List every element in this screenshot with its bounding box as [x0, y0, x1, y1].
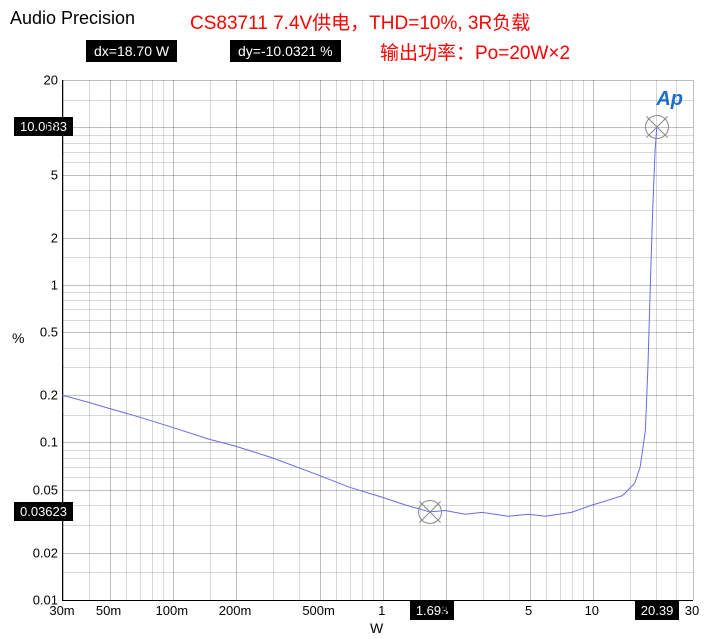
x-axis-label: W [370, 620, 383, 636]
x-tick-label: 30 [685, 603, 699, 618]
chart-plot-area [62, 80, 693, 601]
grid-line-v [173, 80, 174, 600]
y-tick-label: 2 [51, 230, 58, 245]
y-marker-2: 0.03623 [14, 502, 73, 521]
grid-line-h [63, 332, 693, 333]
dx-info-box: dx=18.70 W [86, 40, 177, 62]
grid-line-h [63, 600, 693, 601]
y-axis-label: % [12, 330, 24, 346]
grid-line-h [63, 442, 693, 443]
y-tick-label: 20 [44, 73, 58, 88]
grid-line-h [63, 127, 693, 128]
x-tick-label: 500m [302, 603, 335, 618]
grid-line-v [693, 80, 694, 600]
y-tick-label: 0.1 [40, 435, 58, 450]
y-tick-label: 1 [51, 277, 58, 292]
chart-container: { "header": { "brand": "Audio Precision"… [0, 0, 718, 639]
x-tick-label: 50m [96, 603, 121, 618]
grid-line-v [593, 80, 594, 600]
grid-line-v [236, 80, 237, 600]
grid-line-h [63, 238, 693, 239]
grid-line-h [63, 553, 693, 554]
x-marker-2: 20.39 [635, 601, 680, 620]
y-tick-label: 10 [44, 120, 58, 135]
ap-logo: Ap [656, 88, 683, 111]
y-tick-label: 0.5 [40, 325, 58, 340]
y-tick-label: 5 [51, 167, 58, 182]
x-tick-label: 30m [49, 603, 74, 618]
x-tick-label: 1 [378, 603, 385, 618]
grid-line-h [63, 490, 693, 491]
grid-line-v [530, 80, 531, 600]
grid-line-h [63, 175, 693, 176]
grid-line-h [63, 80, 693, 81]
x-tick-label: 2 [441, 603, 448, 618]
grid-line-v [63, 80, 64, 600]
grid-line-v [320, 80, 321, 600]
dy-info-box: dy=-10.0321 % [230, 40, 341, 62]
x-tick-label: 5 [525, 603, 532, 618]
x-tick-label: 200m [219, 603, 252, 618]
y-tick-label: 0.2 [40, 388, 58, 403]
grid-line-v [446, 80, 447, 600]
grid-line-v [383, 80, 384, 600]
title-red-2: 输出功率：Po=20W×2 [380, 38, 570, 65]
grid-line-h [63, 285, 693, 286]
brand-label: Audio Precision [10, 8, 135, 29]
grid-line-h [63, 395, 693, 396]
y-tick-label: 0.02 [33, 545, 58, 560]
grid-line-v [110, 80, 111, 600]
x-tick-label: 100m [156, 603, 189, 618]
y-tick-label: 0.05 [33, 482, 58, 497]
title-red-1: CS83711 7.4V供电，THD=10%, 3R负载 [190, 8, 530, 35]
x-tick-label: 10 [585, 603, 599, 618]
